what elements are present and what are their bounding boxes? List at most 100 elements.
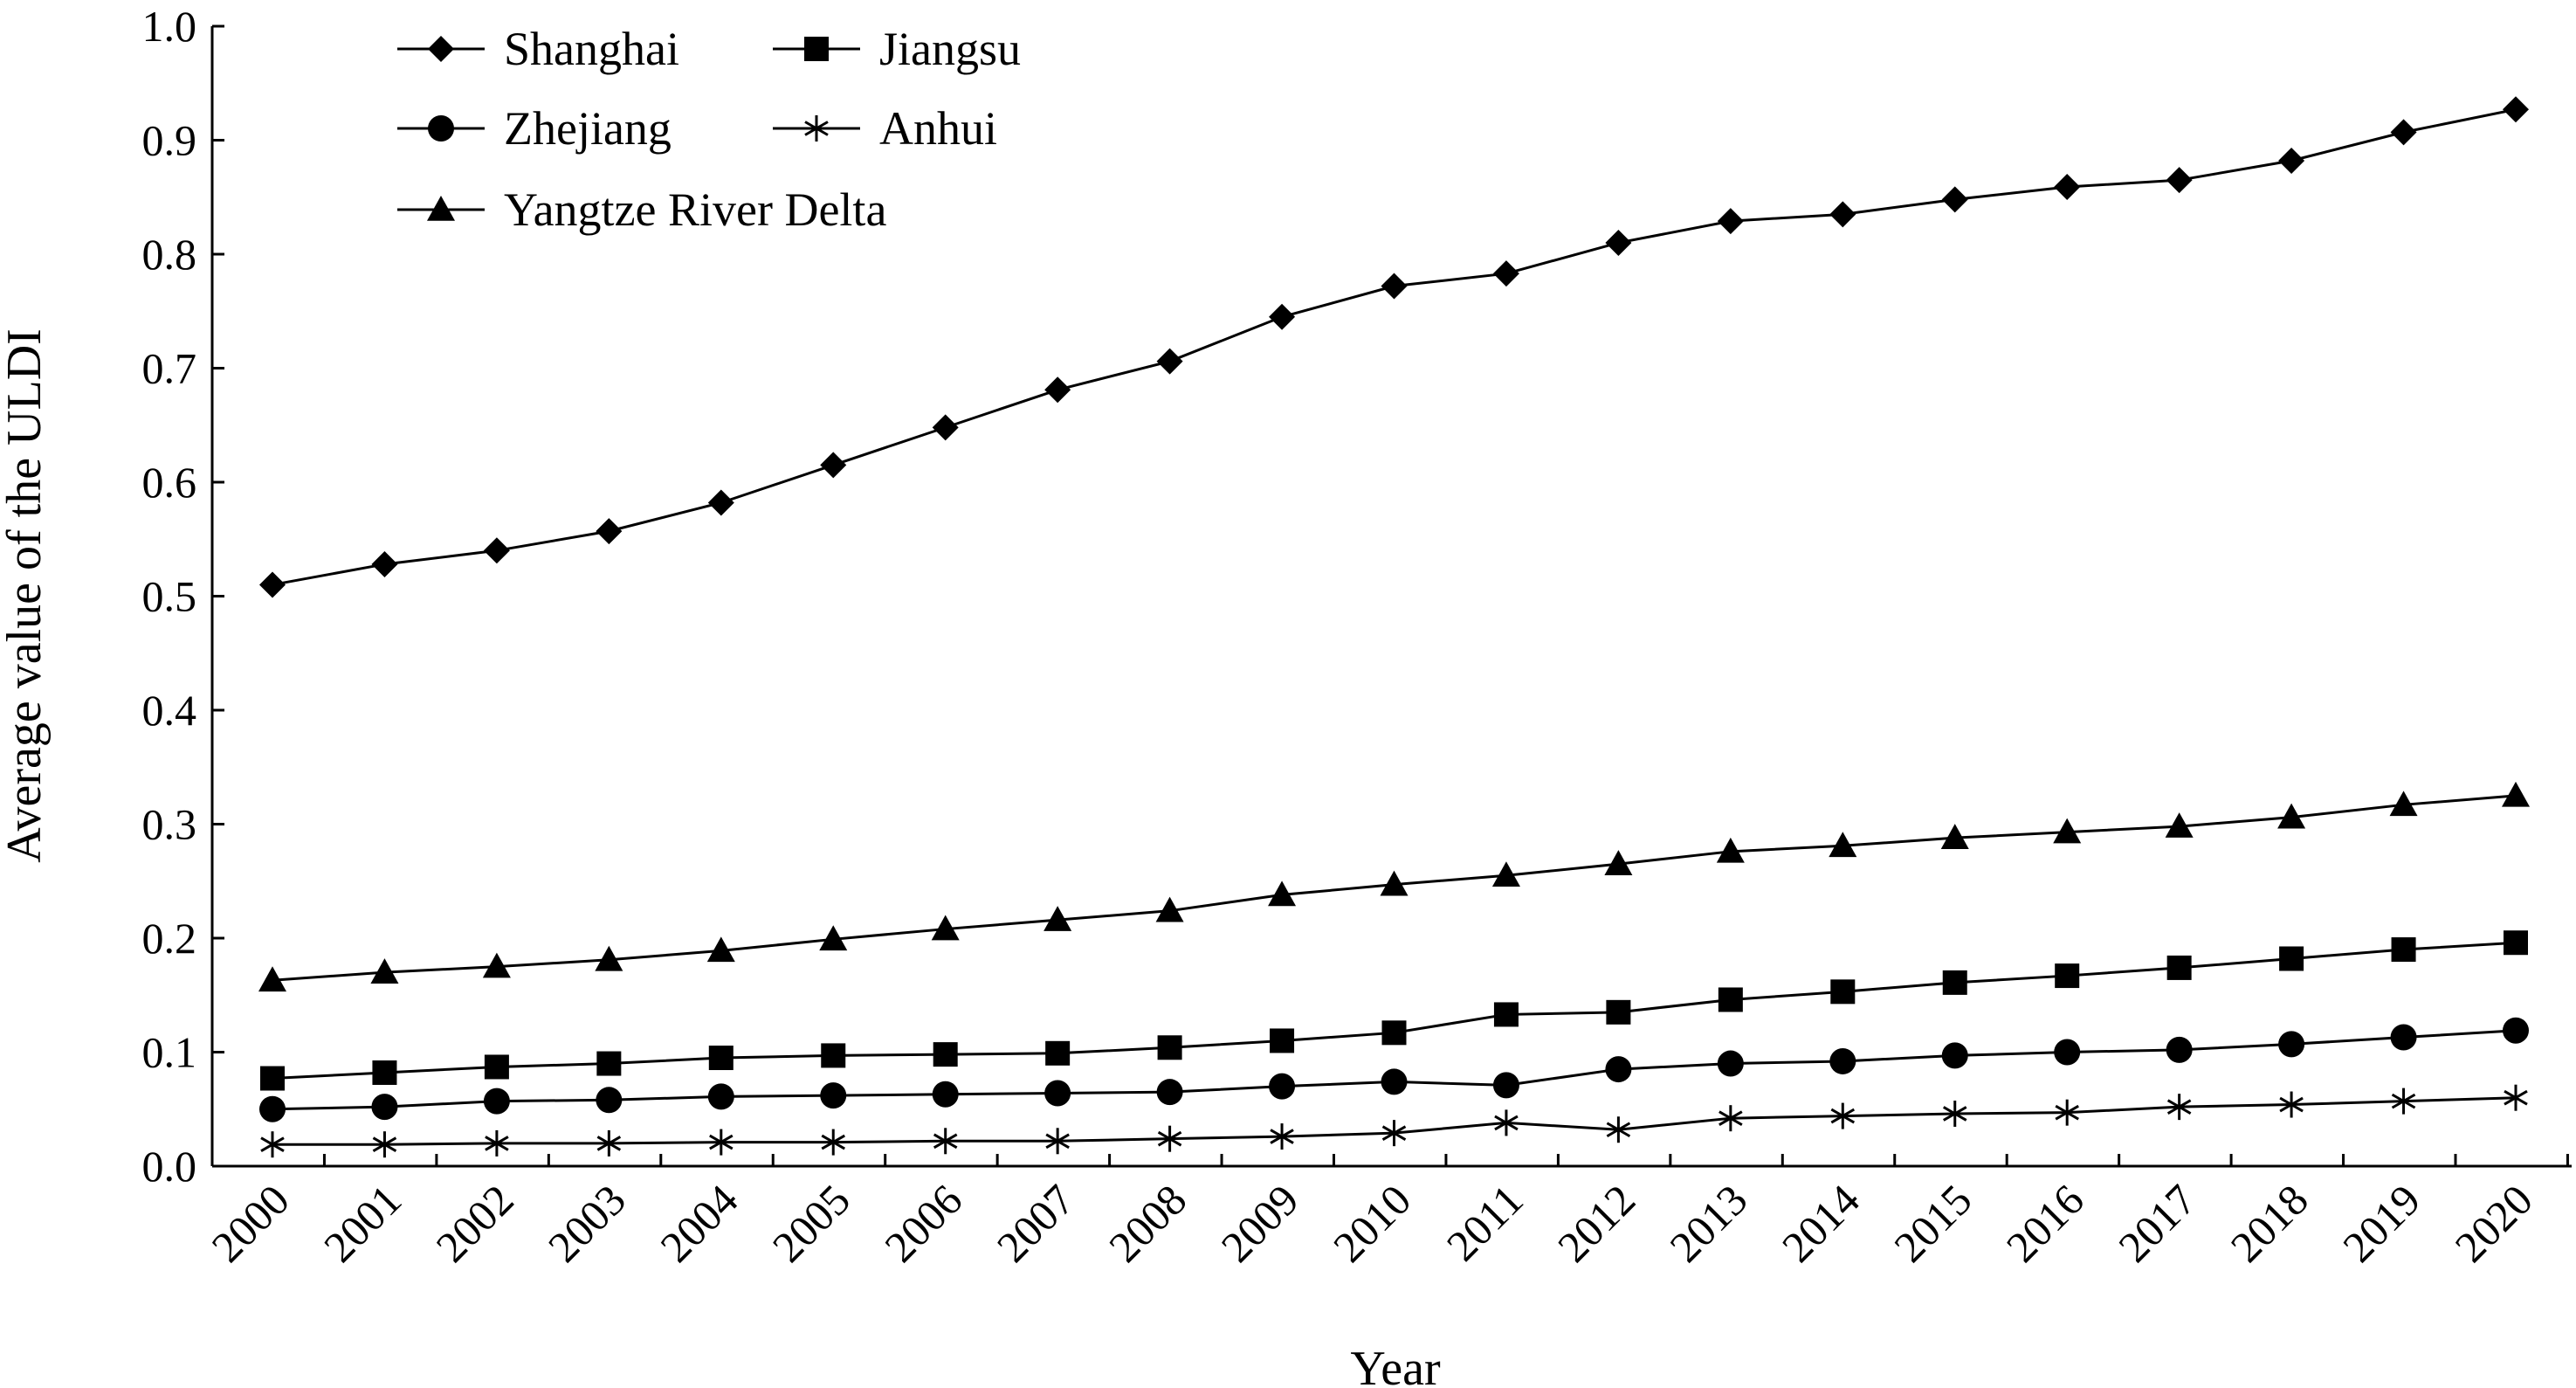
- data-point: [596, 518, 623, 545]
- x-tick-label: 2010: [1324, 1175, 1420, 1271]
- y-tick-label: 0.9: [142, 116, 197, 165]
- data-point: [707, 1083, 734, 1110]
- data-point: [706, 936, 735, 963]
- data-point: [1605, 229, 1632, 256]
- data-point: [2391, 1088, 2416, 1115]
- y-tick-label: 1.0: [142, 2, 197, 51]
- data-point: [2502, 781, 2530, 807]
- data-point: [1492, 260, 1519, 287]
- data-point: [1494, 1109, 1519, 1136]
- x-tick-label: 2016: [1997, 1175, 2093, 1271]
- data-point: [2054, 1039, 2081, 1066]
- data-point: [1943, 1100, 1967, 1127]
- data-point: [932, 1081, 959, 1108]
- data-point: [596, 1087, 623, 1114]
- x-tick-label: 2000: [202, 1175, 298, 1271]
- data-point: [1717, 208, 1744, 235]
- data-point: [821, 1043, 846, 1068]
- legend-label: Zhejiang: [504, 102, 672, 155]
- data-point: [2054, 174, 2081, 201]
- data-point: [1718, 1105, 1743, 1132]
- data-point: [1269, 1073, 1296, 1100]
- legend: Shanghai Jiangsu Zhejiang Anhui Yangtze Rive…: [397, 23, 1021, 236]
- data-point: [596, 1129, 622, 1157]
- data-point: [1492, 1072, 1519, 1099]
- data-point: [2166, 1094, 2192, 1121]
- legend-marker: [428, 115, 454, 142]
- data-point: [371, 550, 398, 577]
- y-tick-label: 0.3: [142, 800, 197, 849]
- data-point: [1493, 1002, 1519, 1027]
- data-point: [1157, 1125, 1182, 1152]
- data-point: [484, 1054, 509, 1080]
- legend-item: Jiangsu: [773, 23, 1021, 75]
- data-point: [1830, 1102, 1856, 1129]
- x-tick-label: 2019: [2333, 1175, 2429, 1271]
- legend-marker: [427, 196, 455, 221]
- data-point: [1156, 348, 1183, 375]
- data-point: [1829, 201, 1856, 228]
- data-point: [1716, 837, 1745, 863]
- x-tick-label: 2001: [314, 1175, 410, 1271]
- data-point: [2389, 791, 2418, 817]
- data-point: [483, 537, 510, 564]
- y-tick-label: 0.2: [142, 914, 197, 963]
- data-point: [596, 1051, 622, 1076]
- legend-label: Shanghai: [504, 23, 679, 75]
- data-point: [1157, 1035, 1182, 1060]
- data-point: [1381, 273, 1408, 300]
- data-point: [1491, 861, 1520, 887]
- data-point: [259, 1095, 286, 1122]
- y-axis-title: Average value of the ULDI: [0, 328, 52, 863]
- data-point: [1380, 870, 1409, 896]
- y-tick-label: 0.1: [142, 1028, 197, 1077]
- data-point: [595, 945, 623, 971]
- data-point: [1717, 1050, 1744, 1077]
- data-point: [932, 414, 959, 441]
- data-point: [1270, 1028, 1295, 1053]
- data-point: [2503, 1017, 2529, 1044]
- legend-item: Shanghai: [397, 23, 679, 75]
- data-point: [2504, 930, 2528, 956]
- legend-marker: [428, 36, 454, 62]
- legend-item: Anhui: [773, 102, 997, 155]
- data-point: [1045, 1128, 1070, 1155]
- x-tick-label: 2011: [1437, 1175, 1533, 1270]
- data-point: [707, 489, 734, 516]
- x-tick-label: 2005: [763, 1175, 859, 1271]
- data-point: [2503, 96, 2529, 123]
- data-point: [2504, 1084, 2528, 1111]
- data-point: [1941, 186, 1968, 213]
- x-tick-label: 2004: [651, 1175, 747, 1271]
- data-point: [708, 1046, 734, 1071]
- series-zhejiang: [259, 1017, 2529, 1122]
- data-point: [1381, 1068, 1408, 1095]
- data-point: [1605, 1056, 1632, 1083]
- x-tick-label: 2003: [539, 1175, 635, 1271]
- data-point: [2279, 946, 2304, 971]
- data-point: [1606, 999, 1631, 1025]
- data-point: [1270, 1123, 1294, 1150]
- y-axis-ticks: 0.0 0.1 0.2 0.3 0.4 0.5 0.6 0.7 0.8 0.9 1.0: [142, 2, 224, 1191]
- y-tick-label: 0.0: [142, 1142, 197, 1191]
- data-point: [1829, 1047, 1856, 1074]
- data-point: [1381, 1120, 1407, 1147]
- x-tick-label: 2008: [1099, 1175, 1195, 1271]
- legend-item: Yangtze River Delta: [397, 183, 886, 236]
- data-point: [260, 1066, 285, 1091]
- series-shanghai: [259, 96, 2529, 598]
- y-tick-label: 0.7: [142, 344, 197, 393]
- data-point: [2053, 818, 2082, 844]
- y-tick-label: 0.4: [142, 686, 197, 735]
- data-point: [2055, 1099, 2079, 1126]
- data-point: [1043, 906, 1072, 931]
- data-point: [1940, 824, 1969, 849]
- data-point: [2391, 937, 2416, 963]
- data-point: [1718, 987, 1743, 1012]
- data-point: [1381, 1020, 1407, 1046]
- data-point: [933, 1128, 958, 1155]
- data-point: [2055, 963, 2080, 989]
- data-point: [2278, 147, 2305, 174]
- legend-label: Jiangsu: [879, 23, 1021, 75]
